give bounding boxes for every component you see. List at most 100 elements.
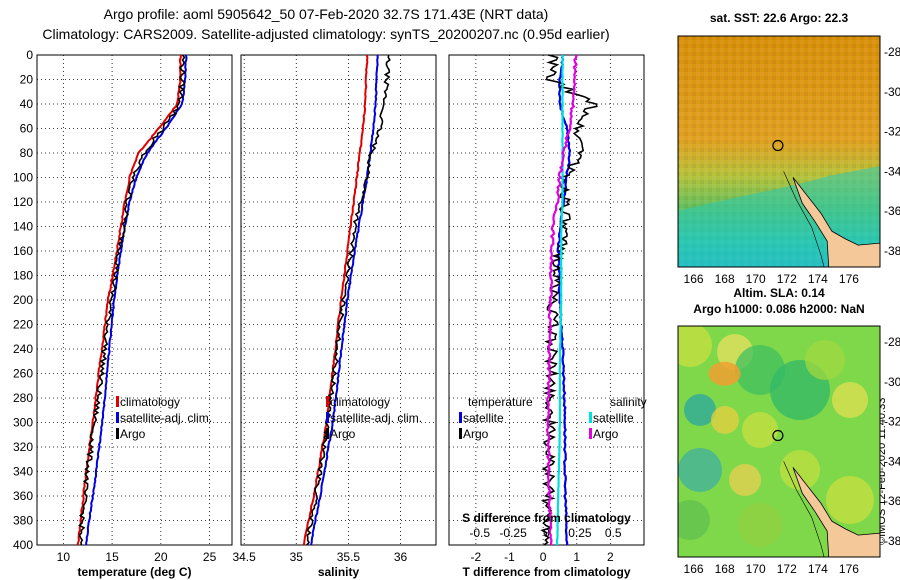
argo-float-marker [772, 429, 784, 442]
map-x-tick-label: 172 [777, 272, 797, 286]
sla-high-blob [708, 361, 741, 386]
x-tick-label: 15 [105, 550, 119, 564]
legend-label: Argo [593, 427, 619, 441]
y-tick-label: 20 [20, 73, 34, 87]
series-line-argo [306, 54, 391, 546]
y-tick-label: 140 [13, 220, 33, 234]
map-x-tick-label: 170 [746, 272, 766, 286]
map-y-tick-label: -30 [884, 375, 900, 389]
map1-title: sat. SST: 22.6 Argo: 22.3 [709, 11, 849, 25]
y-tick-label: 240 [13, 342, 33, 356]
legend-swatch [459, 428, 462, 439]
sla-blob [780, 450, 820, 490]
legend-label: climatology [120, 395, 180, 409]
s-tick-label: -0.5 [469, 526, 490, 540]
y-tick-label: 120 [13, 195, 33, 209]
map-x-tick-label: 170 [746, 562, 766, 576]
y-tick-label: 220 [13, 318, 33, 332]
legend-swatch [326, 428, 329, 439]
sla-blob [729, 464, 761, 496]
map-y-tick-label: -28 [884, 335, 900, 349]
y-tick-label: 300 [13, 416, 33, 430]
y-tick-label: 0 [26, 48, 33, 62]
map-x-tick-label: 172 [777, 562, 797, 576]
map-x-tick-label: 166 [684, 562, 704, 576]
legend-swatch [116, 428, 119, 439]
x-tick-label: 20 [154, 550, 168, 564]
map-y-tick-label: -36 [884, 494, 900, 508]
legend-label: climatology [330, 395, 390, 409]
profile-panels: 0204060801001201401601802002202402602803… [13, 48, 647, 579]
panel-frame [448, 54, 645, 546]
y-tick-label: 200 [13, 293, 33, 307]
map-y-tick-label: -36 [884, 204, 900, 218]
map-x-tick-label: 174 [808, 272, 828, 286]
map-x-tick-label: 176 [839, 562, 859, 576]
x-tick-label: -1 [504, 550, 515, 564]
map-x-tick-label: 176 [839, 272, 859, 286]
panel-difference: -2 -1 0 1 2T difference from climatology -0.5… [448, 54, 647, 579]
x-axis-label: salinity [318, 565, 360, 579]
map-y-tick-label: -28 [884, 45, 900, 59]
legend-swatch [326, 396, 329, 407]
sla-blob [742, 412, 778, 448]
argo-float-marker [772, 139, 784, 152]
panel-frame [240, 54, 437, 546]
sla-blob [684, 394, 716, 426]
y-tick-label: 80 [20, 146, 34, 160]
map-y-tick-label: -34 [884, 454, 900, 468]
x-tick-label: 25 [203, 550, 217, 564]
map-y-tick-label: -30 [884, 85, 900, 99]
legend-label: Argo [120, 427, 146, 441]
y-tick-label: 40 [20, 97, 34, 111]
sst-map: 166 168 170 172 174 176 -28 -30 -32 -34 -36 -38 [677, 35, 900, 286]
s-tick-label: 0.25 [568, 526, 592, 540]
x-tick-label: -2 [471, 550, 482, 564]
series-line-argo [78, 54, 187, 546]
map-x-tick-label: 174 [808, 562, 828, 576]
series-line-salinity-argo [545, 54, 578, 546]
series-line-temperature-satellite [556, 54, 572, 546]
map-field [678, 326, 880, 557]
y-tick-label: 400 [13, 538, 33, 552]
map-frame [677, 35, 881, 268]
panel-frame [36, 54, 233, 546]
x-tick-label: 35 [290, 550, 304, 564]
sla-blob [678, 326, 712, 367]
panel-salinity: 34.5 35 35.5 36 salinity climatology satellite… [232, 54, 437, 579]
legend-label: satellite-adj. clim. [120, 411, 212, 425]
chart-title-line1: Argo profile: aoml 5905642_50 07-Feb-202… [103, 6, 549, 22]
x-axis-label: temperature (deg C) [77, 565, 191, 579]
y-tick-label: 260 [13, 367, 33, 381]
legend-label: temperature [468, 395, 533, 409]
legend-swatch [326, 412, 329, 423]
y-tick-label: 380 [13, 514, 33, 528]
legend-swatch [589, 428, 592, 439]
y-tick-label: 340 [13, 465, 33, 479]
y-tick-label: 320 [13, 440, 33, 454]
map-frame [677, 325, 881, 558]
x-tick-label: 35.5 [337, 550, 361, 564]
map-x-tick-label: 166 [684, 272, 704, 286]
sla-map: 166 168 170 172 174 176 -28 -30 -32 -34 -36 -38 [677, 325, 900, 576]
land-new-zealand [792, 177, 880, 267]
panel-temperature: 0 20 40 60 80 100 120 140 160 180 200 220 240 260 280 3… [13, 48, 233, 579]
legend-label: salinity [610, 395, 647, 409]
legend-label: Argo [330, 427, 356, 441]
legend-label: Argo [463, 427, 489, 441]
x-axis-label: T difference from climatology [462, 565, 630, 579]
sla-blob [678, 448, 722, 492]
s-tick-label: -0.25 [499, 526, 527, 540]
legend-swatch [459, 412, 462, 423]
x-tick-label: 1 [573, 550, 580, 564]
map-field [678, 36, 880, 267]
x-tick-label: 0 [540, 550, 547, 564]
map-y-tick-label: -38 [884, 244, 900, 258]
sla-blob [826, 476, 874, 524]
s-tick-label: 0.5 [605, 526, 622, 540]
map2-title-line2: Argo h1000: 0.086 h2000: NaN [693, 302, 865, 316]
map-y-tick-label: -32 [884, 125, 900, 139]
series-line-salinity-satellite [556, 54, 564, 546]
